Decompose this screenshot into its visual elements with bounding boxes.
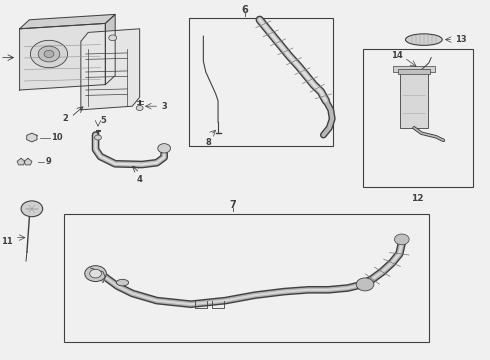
- Polygon shape: [17, 158, 25, 165]
- Circle shape: [109, 35, 117, 41]
- Circle shape: [38, 46, 60, 62]
- Bar: [363, 49, 473, 187]
- Ellipse shape: [405, 34, 442, 45]
- Circle shape: [85, 266, 106, 282]
- Text: 4: 4: [137, 175, 143, 184]
- Text: 14: 14: [392, 51, 403, 60]
- Bar: [400, 72, 428, 128]
- Circle shape: [356, 278, 374, 291]
- Circle shape: [394, 234, 409, 245]
- Text: 12: 12: [411, 194, 424, 202]
- Text: 11: 11: [1, 237, 13, 246]
- Polygon shape: [81, 29, 140, 110]
- Polygon shape: [20, 23, 105, 90]
- Bar: [398, 69, 430, 74]
- Bar: [64, 214, 429, 342]
- Bar: [393, 66, 435, 72]
- Polygon shape: [24, 158, 32, 165]
- Text: 13: 13: [455, 35, 467, 44]
- Circle shape: [158, 144, 171, 153]
- Ellipse shape: [117, 279, 128, 286]
- Polygon shape: [20, 14, 115, 29]
- Circle shape: [95, 135, 101, 140]
- Circle shape: [136, 105, 143, 111]
- Circle shape: [90, 269, 101, 278]
- Text: 10: 10: [51, 133, 63, 142]
- Text: 7: 7: [229, 200, 236, 210]
- Circle shape: [30, 40, 68, 68]
- Text: 9: 9: [46, 157, 51, 166]
- Text: 8: 8: [205, 138, 211, 147]
- Polygon shape: [105, 14, 115, 85]
- Polygon shape: [27, 133, 37, 142]
- Text: 6: 6: [242, 5, 248, 15]
- Text: 3: 3: [161, 102, 167, 111]
- Polygon shape: [91, 268, 105, 283]
- Circle shape: [21, 201, 43, 217]
- Bar: [189, 18, 333, 146]
- Text: 2: 2: [63, 114, 69, 123]
- Circle shape: [44, 50, 54, 58]
- Text: 5: 5: [100, 116, 106, 125]
